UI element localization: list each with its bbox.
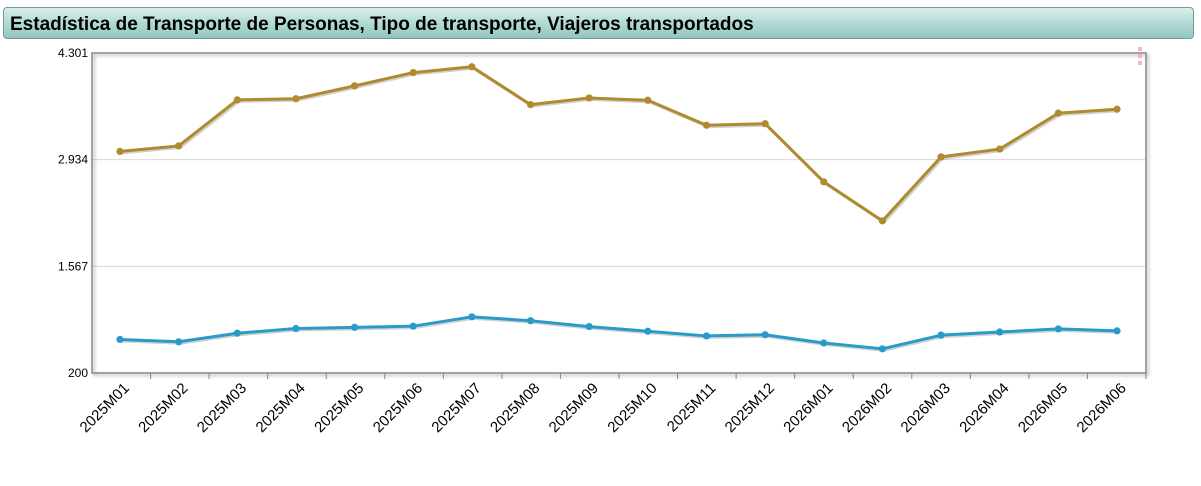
- series-1-point[interactable]: [1054, 109, 1062, 117]
- x-tick-label: 2026M02: [839, 380, 895, 436]
- y-tick-label: 2.934: [58, 153, 88, 167]
- series-1-point[interactable]: [702, 121, 711, 129]
- series-2-point[interactable]: [1054, 325, 1062, 333]
- series-line-shadow: [121, 66, 1119, 225]
- x-tick-label: 2026M05: [1015, 380, 1071, 436]
- series-2-point[interactable]: [878, 345, 887, 353]
- series-1-point[interactable]: [585, 94, 593, 102]
- series-1-point[interactable]: [409, 68, 417, 77]
- series-1-point[interactable]: [292, 95, 300, 103]
- series-2-point[interactable]: [350, 323, 359, 331]
- x-tick-label: 2026M03: [898, 380, 954, 436]
- series-1-point[interactable]: [644, 96, 652, 104]
- x-tick-label: 2025M07: [428, 380, 484, 436]
- series-2-point[interactable]: [585, 322, 593, 331]
- series-2-point[interactable]: [175, 338, 183, 346]
- x-tick-label: 2025M12: [722, 380, 778, 436]
- series-1-point[interactable]: [937, 153, 945, 161]
- x-tick-label: 2025M03: [194, 380, 250, 436]
- series-2-point[interactable]: [644, 327, 652, 335]
- series-2-point[interactable]: [526, 317, 535, 325]
- x-tick-label: 2025M10: [604, 380, 660, 436]
- series-1-point[interactable]: [761, 120, 769, 128]
- x-tick-label: 2025M01: [77, 380, 133, 436]
- x-tick-label: 2026M01: [780, 380, 836, 436]
- x-tick-label: 2025M04: [253, 380, 309, 436]
- y-tick-label: 4.301: [58, 46, 88, 60]
- series-2-point[interactable]: [996, 328, 1004, 336]
- series-1-point[interactable]: [878, 217, 887, 225]
- series-2-point[interactable]: [761, 331, 769, 339]
- x-tick-label: 2025M02: [135, 380, 191, 436]
- series-2-point[interactable]: [233, 329, 241, 337]
- series-2-point[interactable]: [468, 313, 476, 321]
- x-tick-label: 2025M06: [370, 380, 426, 436]
- x-tick-label: 2025M05: [311, 380, 367, 436]
- series-1-point[interactable]: [1113, 105, 1121, 113]
- chart-title-bar: Estadística de Transporte de Personas, T…: [3, 7, 1194, 39]
- x-tick-label: 2026M04: [956, 380, 1012, 436]
- series-2-point[interactable]: [820, 339, 828, 347]
- series-2-line: [119, 315, 1118, 351]
- chart-title: Estadística de Transporte de Personas, T…: [10, 14, 754, 35]
- x-tick-label: 2025M09: [546, 380, 602, 436]
- series-1-point[interactable]: [996, 145, 1004, 153]
- series-2-point[interactable]: [702, 332, 711, 340]
- series-1-point[interactable]: [350, 82, 359, 90]
- series-1-point[interactable]: [468, 63, 476, 71]
- series-2-point[interactable]: [937, 331, 945, 339]
- series-1-point[interactable]: [116, 147, 124, 155]
- x-tick-label: 2025M11: [664, 380, 719, 435]
- series-1-point[interactable]: [526, 100, 535, 109]
- series-2-point[interactable]: [409, 322, 417, 330]
- series-2-point[interactable]: [292, 324, 300, 333]
- y-tick-label: 1.567: [58, 259, 88, 273]
- series-1-point[interactable]: [233, 96, 241, 104]
- series-1-line: [119, 65, 1118, 223]
- x-tick-label: 2026M06: [1074, 380, 1130, 436]
- series-2-point[interactable]: [116, 335, 124, 344]
- y-tick-label: 200: [68, 366, 88, 380]
- menu-dots-icon[interactable]: [1138, 47, 1142, 65]
- series-2-point[interactable]: [1113, 327, 1121, 335]
- series-1-point[interactable]: [175, 142, 183, 150]
- x-tick-label: 2025M08: [487, 380, 543, 436]
- series-1-point[interactable]: [820, 178, 828, 186]
